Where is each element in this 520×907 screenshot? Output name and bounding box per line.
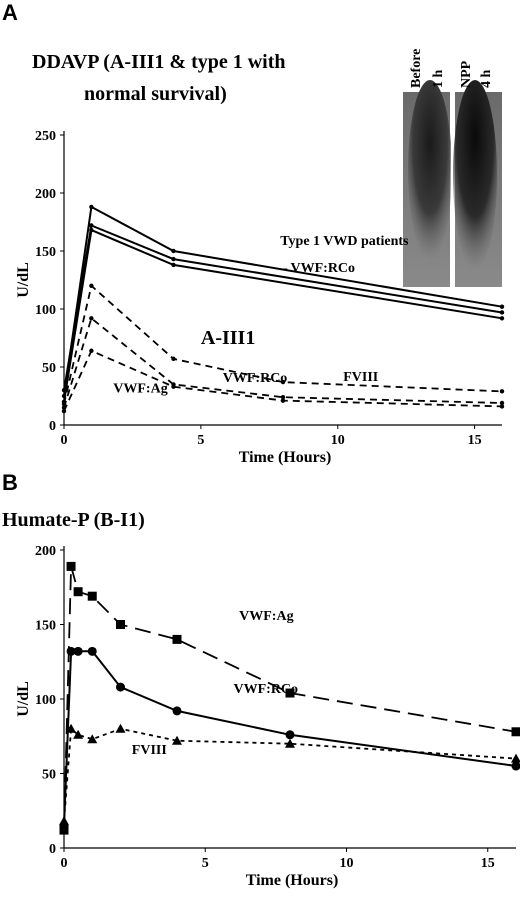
annotation-label: – VWF:RCo xyxy=(279,261,355,276)
data-point xyxy=(171,248,176,254)
annotation-label: VWF:RCo xyxy=(223,371,288,386)
y-tick-label: 100 xyxy=(35,303,56,318)
panel-a-title-line2: normal survival) xyxy=(84,83,227,105)
data-point xyxy=(499,404,505,409)
data-point-circle xyxy=(66,646,76,656)
y-tick-label: 100 xyxy=(35,693,56,708)
data-point xyxy=(499,310,505,315)
x-tick-label: 5 xyxy=(197,433,204,448)
x-axis-label: Time (Hours) xyxy=(239,449,332,466)
y-tick-label: 200 xyxy=(35,544,56,559)
annotation-label: FVIII xyxy=(132,743,167,758)
series-line-1 xyxy=(63,566,517,831)
data-point-triangle xyxy=(66,723,77,733)
data-point-circle xyxy=(73,646,83,656)
gel-divider xyxy=(451,92,454,287)
gel-lane-1h xyxy=(408,80,452,260)
annotation-label: FVIII xyxy=(343,370,378,385)
panel-a-title-line1: DDAVP (A-III1 & type 1 with xyxy=(32,51,286,73)
data-point-triangle xyxy=(511,753,520,763)
y-tick-label: 0 xyxy=(49,842,56,857)
x-tick-label: 10 xyxy=(331,433,345,448)
gel-label-npp: NPP xyxy=(459,60,474,88)
data-point xyxy=(171,262,176,268)
data-point-square xyxy=(87,591,97,601)
data-point xyxy=(89,283,94,288)
data-point xyxy=(280,379,286,385)
gel-label-1h: 1 h xyxy=(431,70,446,89)
y-tick-label: 200 xyxy=(35,187,56,202)
data-point xyxy=(499,389,505,394)
data-point-circle xyxy=(116,682,125,692)
data-point-triangle xyxy=(87,734,98,744)
data-point-circle xyxy=(285,730,295,740)
annotation-label: VWF:RCo xyxy=(234,682,299,697)
gel-lane-npp xyxy=(453,80,497,270)
data-point-triangle xyxy=(73,729,84,739)
data-point xyxy=(171,256,176,262)
data-point-square xyxy=(116,620,125,629)
data-point-circle xyxy=(511,761,520,771)
gel-label-4h: 4 h xyxy=(479,70,494,89)
data-point-square xyxy=(172,634,182,644)
y-tick-label: 150 xyxy=(35,245,56,260)
y-tick-label: 50 xyxy=(42,768,56,783)
y-tick-label: 150 xyxy=(35,619,56,634)
data-point xyxy=(89,223,94,228)
data-point xyxy=(89,204,94,210)
data-point xyxy=(89,227,94,233)
data-point-square xyxy=(66,561,76,571)
data-point-square xyxy=(285,688,295,698)
data-point xyxy=(89,316,94,321)
data-point xyxy=(171,356,176,362)
x-tick-label: 5 xyxy=(202,856,209,871)
data-point xyxy=(499,304,505,309)
data-point-triangle xyxy=(285,738,295,748)
data-point xyxy=(499,400,505,406)
data-point-triangle xyxy=(172,735,182,745)
series-line-6 xyxy=(63,349,503,412)
series-line-2 xyxy=(63,224,503,391)
annotation-label: A-III1 xyxy=(201,327,255,349)
x-tick-label: 0 xyxy=(61,856,68,871)
x-axis-label: Time (Hours) xyxy=(246,872,339,889)
data-point-triangle xyxy=(115,723,126,733)
data-point-circle xyxy=(87,646,97,656)
panel-b-title: Humate-P (B-I1) xyxy=(2,509,145,531)
data-point xyxy=(171,384,176,389)
panel-a-letter: A xyxy=(2,0,18,25)
x-tick-label: 15 xyxy=(468,433,482,448)
x-tick-label: 0 xyxy=(61,433,68,448)
data-point-triangle xyxy=(59,816,69,826)
data-point-square xyxy=(511,727,520,737)
gel-inset: Before 1 h NPP 4 h xyxy=(403,49,502,287)
y-axis-label: U/dL xyxy=(15,681,32,717)
series-line-1 xyxy=(63,205,503,397)
chart-a: 0 50 100 150 200 250 0 5 10 15 Time (Hours) U/dL Typ… xyxy=(15,129,505,466)
data-point-circle xyxy=(172,706,182,716)
series-line-3 xyxy=(63,726,517,822)
data-point xyxy=(61,408,67,414)
x-tick-label: 15 xyxy=(481,856,495,871)
gel-label-before: Before xyxy=(409,49,424,88)
annotation-label: VWF:Ag xyxy=(239,609,293,624)
y-axis-label: U/dL xyxy=(15,262,32,298)
series-line-3 xyxy=(63,228,503,402)
y-tick-label: 250 xyxy=(35,129,56,144)
data-point xyxy=(89,348,94,353)
data-point xyxy=(499,316,505,321)
panel-b-letter: B xyxy=(2,470,18,495)
x-tick-label: 10 xyxy=(340,856,354,871)
annotation-label: Type 1 VWD patients xyxy=(280,234,409,249)
y-tick-label: 0 xyxy=(49,419,56,434)
data-point xyxy=(280,398,286,403)
y-tick-label: 50 xyxy=(42,361,56,376)
data-point xyxy=(280,394,286,400)
annotation-label: VWF:Ag xyxy=(113,382,167,397)
chart-b: 0 50 100 150 200 0 5 10 15 Time (Hours) U/dL VWF:Ag… xyxy=(15,544,520,889)
data-point-square xyxy=(73,587,83,597)
